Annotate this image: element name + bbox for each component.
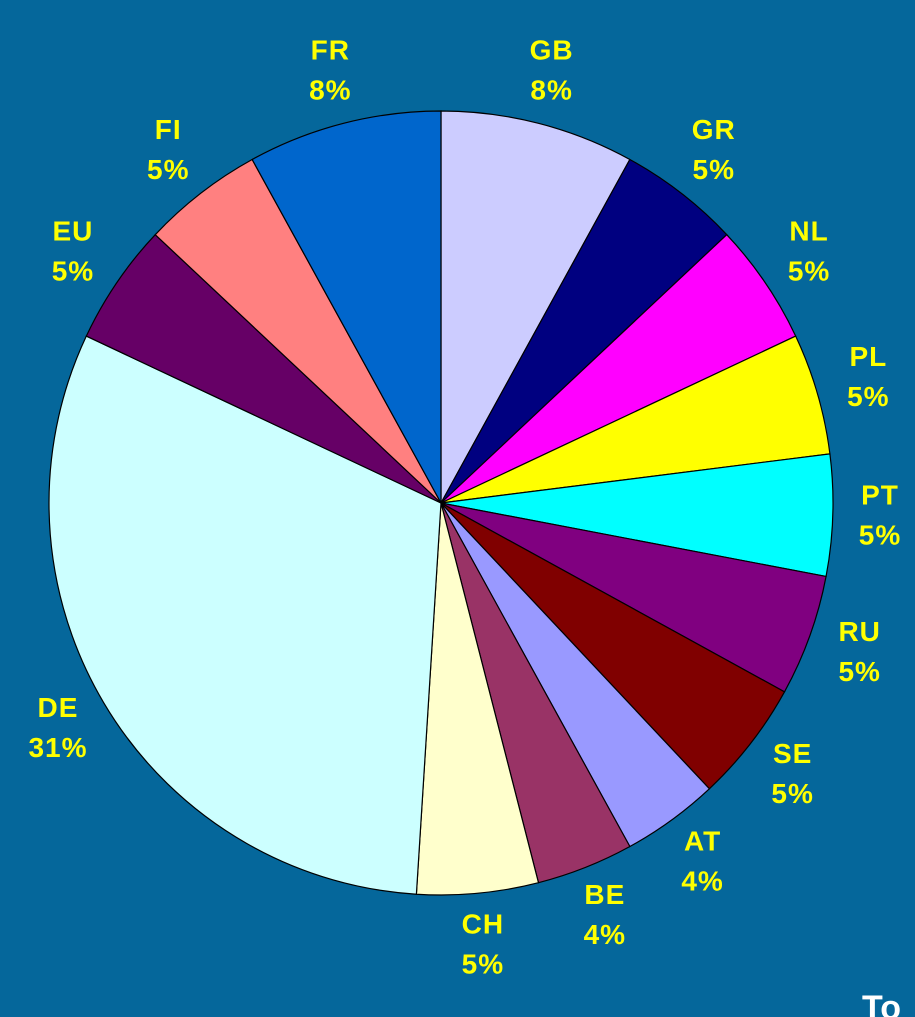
slice-label: SE	[773, 738, 812, 769]
pie-slice	[48, 335, 442, 895]
slice-value-label: 5%	[52, 255, 94, 286]
slice-value-label: 8%	[309, 74, 351, 105]
slice-label: FR	[311, 34, 350, 65]
slice-value-label: 5%	[788, 255, 830, 286]
slice-label: GR	[692, 114, 736, 145]
slice-value-label: 4%	[681, 865, 723, 896]
slice-value-label: 8%	[530, 74, 572, 105]
slice-label: PL	[849, 341, 887, 372]
slice-label: BE	[584, 879, 625, 910]
pie-slice	[440, 110, 631, 504]
slice-label: GB	[530, 34, 574, 65]
slice-value-label: 5%	[693, 154, 735, 185]
slice-value-label: 5%	[847, 381, 889, 412]
slice-label: PT	[861, 479, 899, 510]
slice-value-label: 5%	[859, 519, 901, 550]
slice-label: AT	[684, 825, 721, 856]
slice-value-label: 5%	[838, 656, 880, 687]
slice-value-label: 4%	[584, 919, 626, 950]
slice-label: DE	[38, 692, 79, 723]
slice-value-label: 5%	[147, 154, 189, 185]
slice-value-label: 31%	[28, 732, 87, 763]
slice-label: FI	[155, 114, 182, 145]
slice-value-label: 5%	[771, 778, 813, 809]
slice-label: CH	[462, 908, 504, 939]
annotation: To	[862, 989, 901, 1017]
pie-slice	[251, 110, 442, 504]
slice-label: NL	[789, 215, 828, 246]
slice-label: RU	[838, 616, 880, 647]
slice-value-label: 5%	[462, 948, 504, 979]
slice-label: EU	[52, 215, 93, 246]
